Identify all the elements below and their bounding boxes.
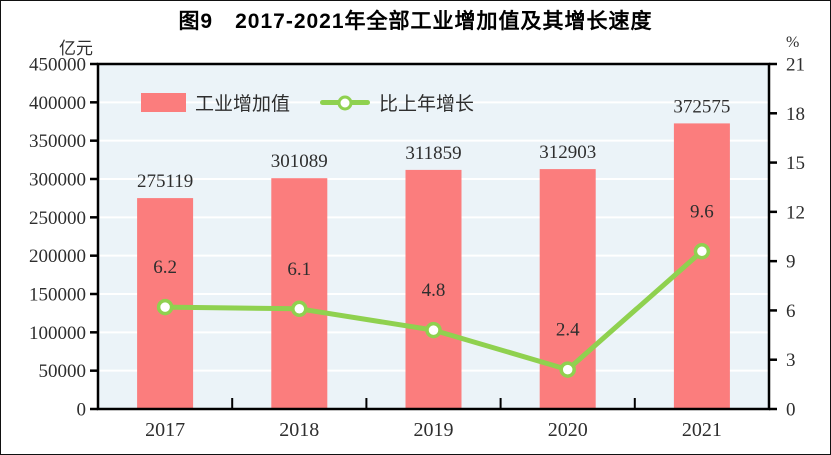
growth-value-label: 2.4 [556, 320, 580, 341]
bar-value-label: 372575 [673, 96, 730, 117]
bar-value-label: 311859 [405, 143, 461, 164]
growth-point-2021 [693, 243, 711, 260]
growth-value-label: 6.2 [153, 257, 177, 278]
x-axis-category-label: 2018 [279, 419, 319, 441]
chart-title: 图9 2017-2021年全部工业增加值及其增长速度 [178, 10, 653, 33]
x-axis-category-label: 2020 [548, 419, 588, 441]
line-marker-dot-icon [337, 95, 353, 110]
bar-value-label: 275119 [137, 171, 193, 192]
left-axis-tick-label: 300000 [29, 170, 86, 191]
legend: 工业增加值 比上年增长 [141, 89, 474, 116]
legend-label-industrial-value: 工业增加值 [195, 94, 291, 115]
growth-value-label: 6.1 [287, 259, 311, 280]
legend-item-growth-rate: 比上年增长 [320, 89, 474, 116]
left-axis-tick-label: 100000 [29, 323, 86, 344]
bar-2019 [405, 169, 462, 409]
left-axis-tick-label: 50000 [39, 361, 87, 382]
growth-point-2020 [559, 361, 576, 378]
plot-border [96, 62, 771, 411]
x-axis-category-label: 2021 [682, 419, 722, 441]
x-axis-category-label: 2019 [414, 419, 454, 441]
growth-point-2017 [156, 298, 174, 316]
bar-series-swatch [141, 93, 186, 112]
right-axis-tick-label: 0 [786, 400, 796, 421]
right-axis-tick-label: 3 [786, 350, 796, 371]
right-axis-tick-label: 15 [786, 153, 805, 174]
line-series-marker-icon [320, 95, 371, 110]
left-axis-tick-label: 250000 [29, 208, 86, 229]
growth-point-2018 [291, 300, 308, 318]
growth-value-label: 9.6 [690, 201, 714, 222]
left-axis-tick-label: 0 [77, 400, 87, 421]
right-axis-unit-label: % [786, 34, 800, 51]
legend-item-industrial-value: 工业增加值 [141, 89, 290, 116]
growth-point-2019 [425, 321, 442, 339]
left-axis-tick-label: 400000 [29, 93, 86, 114]
right-axis-tick-label: 21 [786, 55, 805, 76]
left-axis-unit-label: 亿元 [59, 39, 93, 58]
right-axis-tick-label: 18 [786, 104, 805, 125]
right-axis-tick-label: 9 [786, 252, 796, 273]
left-axis-tick-label: 350000 [29, 131, 86, 152]
growth-value-label: 4.8 [422, 280, 446, 301]
legend-label-growth-rate: 比上年增长 [379, 94, 475, 115]
left-axis-tick-label: 200000 [29, 246, 86, 267]
left-axis-tick-label: 150000 [29, 285, 86, 306]
bar-value-label: 301089 [271, 151, 328, 172]
right-axis-tick-label: 12 [786, 202, 805, 223]
bar-2018 [271, 178, 328, 409]
x-axis-category-label: 2017 [145, 419, 185, 441]
right-axis-tick-label: 6 [786, 301, 796, 322]
bar-value-label: 312903 [539, 142, 596, 163]
left-axis-tick-label: 450000 [29, 55, 86, 76]
